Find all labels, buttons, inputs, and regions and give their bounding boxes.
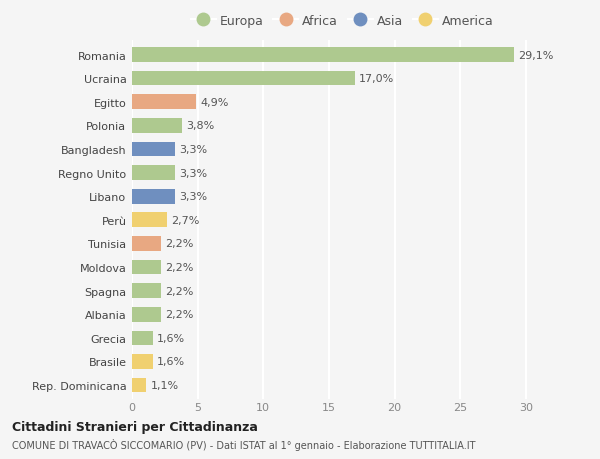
- Bar: [132, 378, 146, 392]
- Bar: [132, 284, 161, 298]
- Text: 2,2%: 2,2%: [165, 263, 193, 273]
- Bar: [132, 190, 175, 204]
- Bar: [132, 213, 167, 228]
- Bar: [132, 48, 514, 63]
- Legend: Europa, Africa, Asia, America: Europa, Africa, Asia, America: [187, 11, 497, 32]
- Text: 3,3%: 3,3%: [179, 168, 208, 178]
- Text: 2,7%: 2,7%: [172, 215, 200, 225]
- Text: COMUNE DI TRAVACÒ SICCOMARIO (PV) - Dati ISTAT al 1° gennaio - Elaborazione TUTT: COMUNE DI TRAVACÒ SICCOMARIO (PV) - Dati…: [12, 438, 476, 450]
- Bar: [132, 166, 175, 180]
- Text: 3,3%: 3,3%: [179, 192, 208, 202]
- Text: 3,8%: 3,8%: [186, 121, 214, 131]
- Text: 1,6%: 1,6%: [157, 333, 185, 343]
- Bar: [132, 236, 161, 251]
- Text: 29,1%: 29,1%: [518, 50, 553, 61]
- Bar: [132, 307, 161, 322]
- Bar: [132, 142, 175, 157]
- Bar: [132, 331, 153, 345]
- Bar: [132, 72, 355, 86]
- Text: 4,9%: 4,9%: [200, 98, 229, 107]
- Text: 2,2%: 2,2%: [165, 239, 193, 249]
- Text: 1,6%: 1,6%: [157, 357, 185, 367]
- Bar: [132, 260, 161, 275]
- Bar: [132, 354, 153, 369]
- Bar: [132, 95, 196, 110]
- Bar: [132, 119, 182, 134]
- Text: Cittadini Stranieri per Cittadinanza: Cittadini Stranieri per Cittadinanza: [12, 420, 258, 433]
- Text: 2,2%: 2,2%: [165, 286, 193, 296]
- Text: 1,1%: 1,1%: [151, 380, 179, 390]
- Text: 17,0%: 17,0%: [359, 74, 394, 84]
- Text: 3,3%: 3,3%: [179, 145, 208, 155]
- Text: 2,2%: 2,2%: [165, 309, 193, 319]
